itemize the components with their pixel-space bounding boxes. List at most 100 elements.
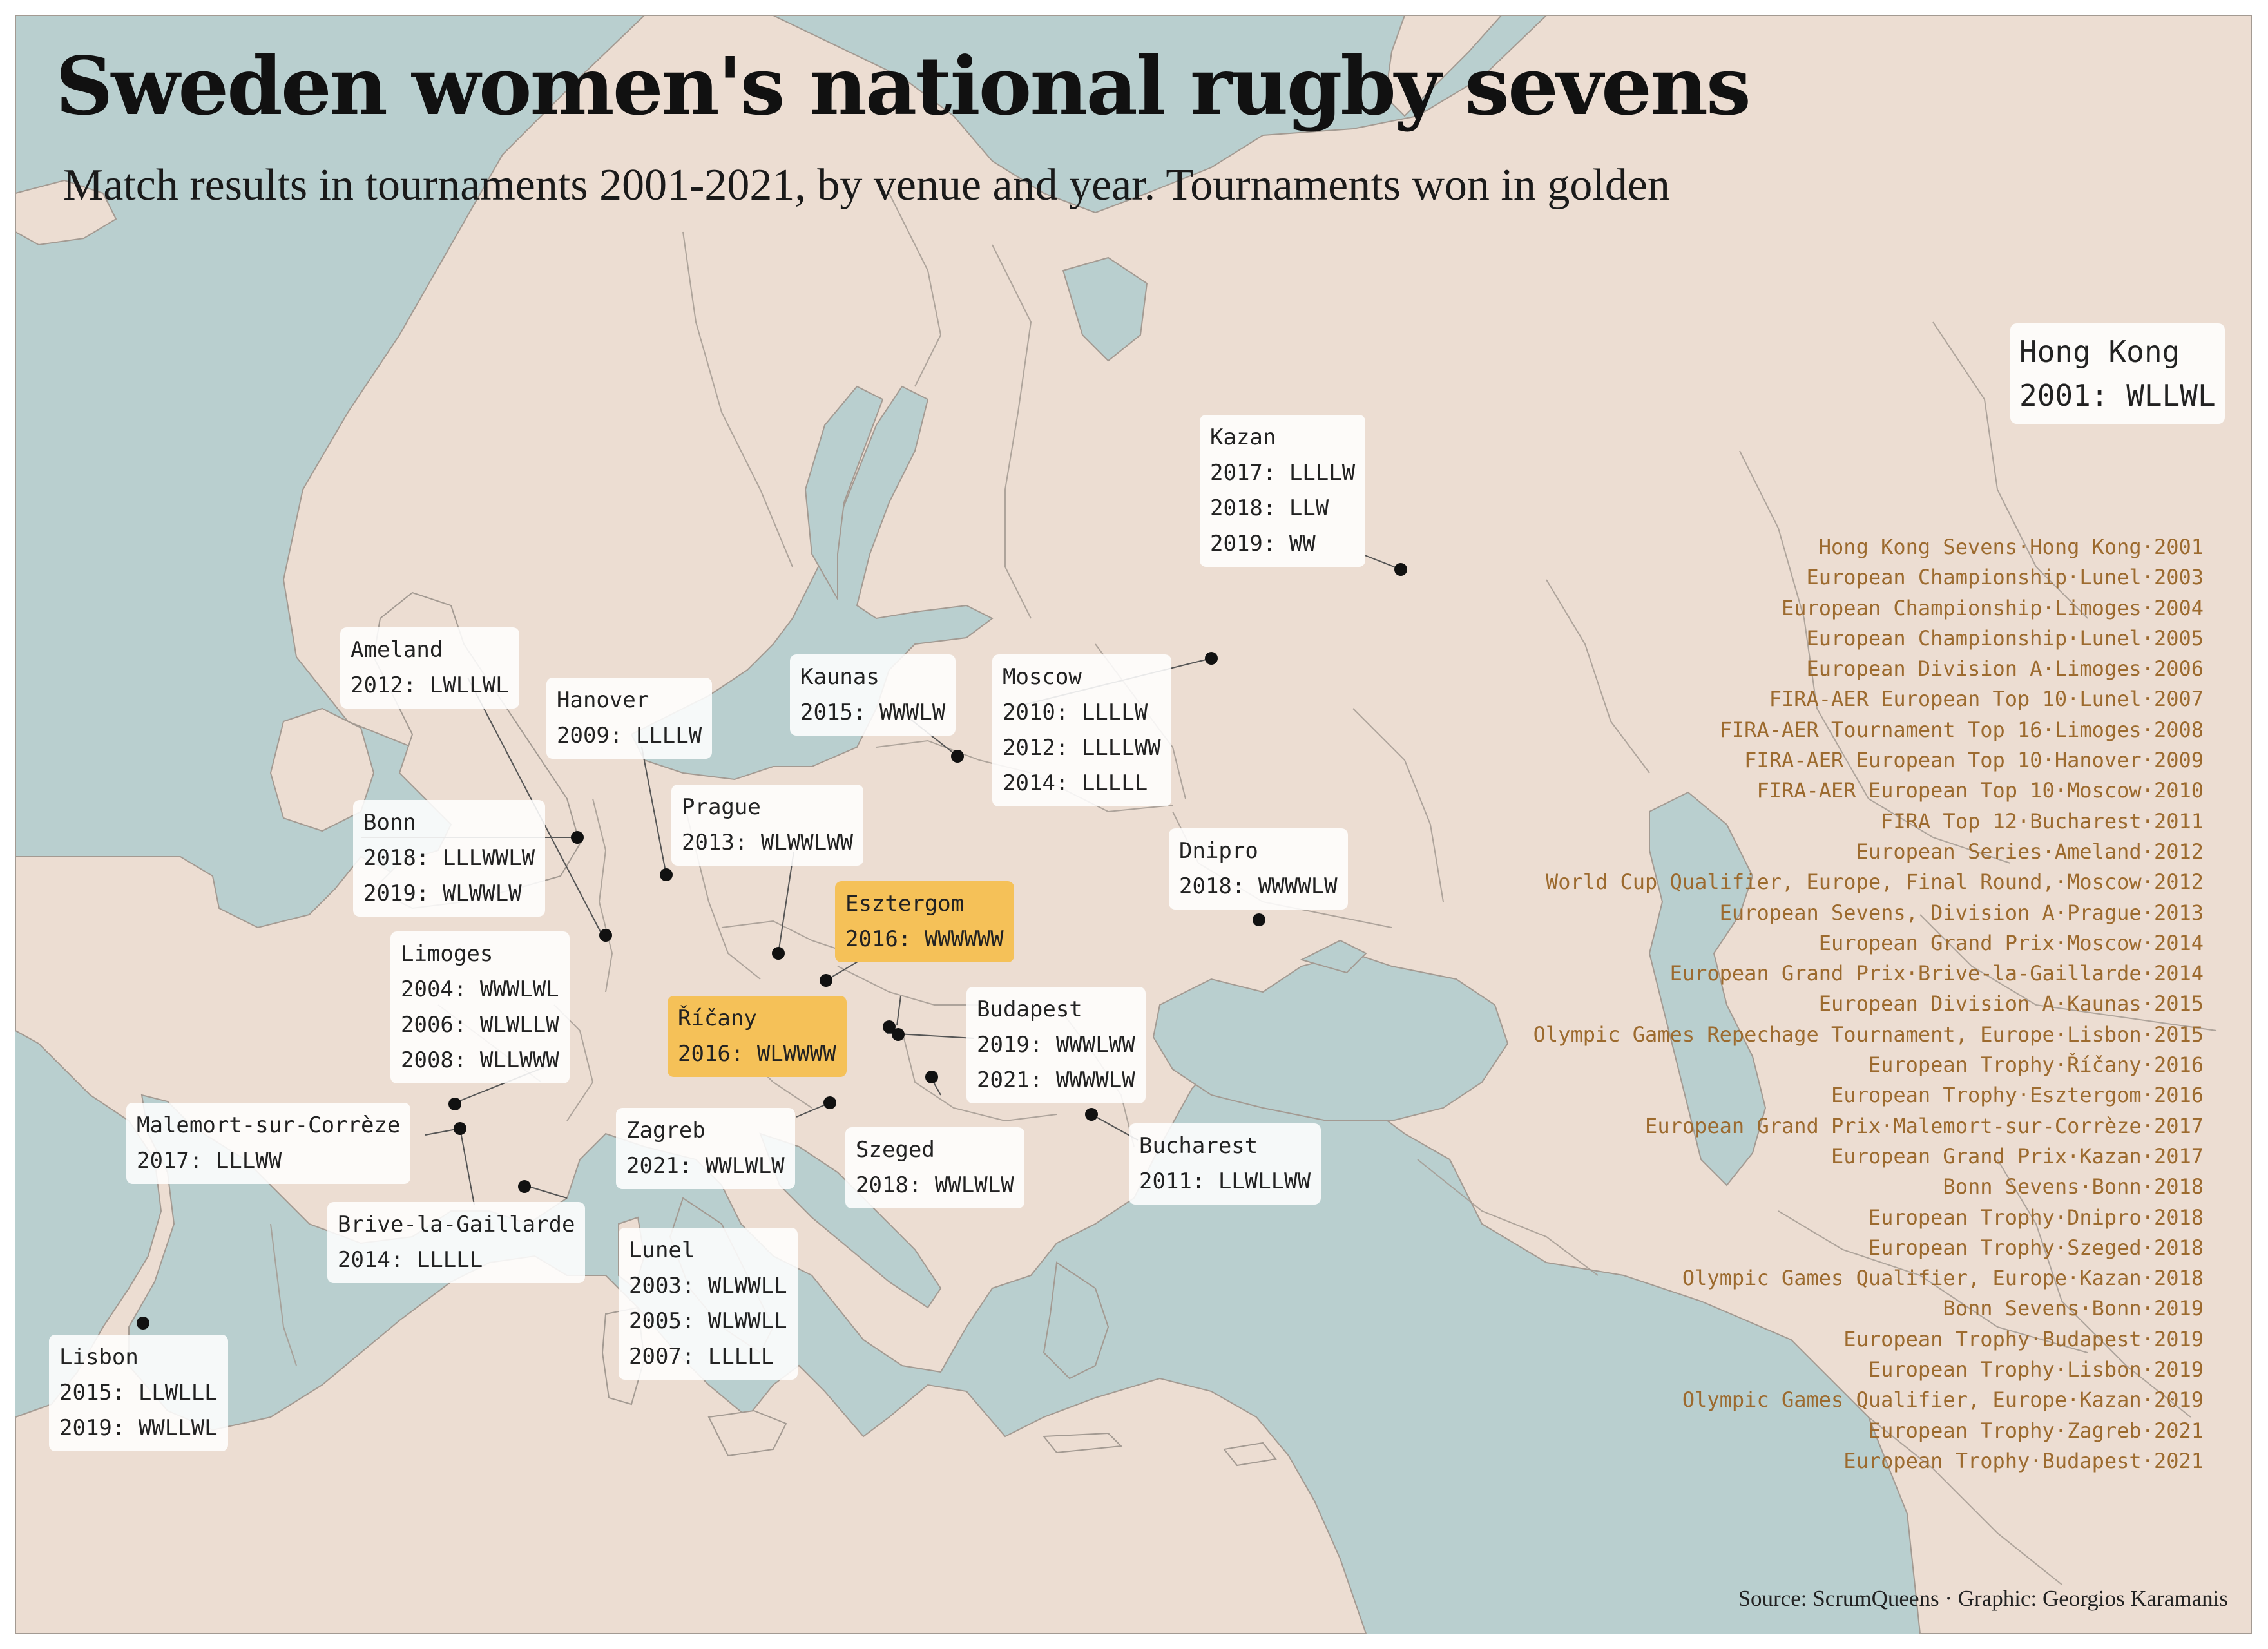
venue-label-limoges: Limoges 2004: WWWLWL 2006: WLWLLW 2008: WLL… [390,931,570,1083]
venue-label-esztergom: Esztergom 2016: WWWWWW [835,881,1014,962]
tournament-item: Bonn Sevens·Bonn·2018 [1943,1174,2204,1199]
point-ameland [571,831,584,844]
venue-name: Říčany [678,1006,757,1031]
point-dnipro [1253,913,1265,926]
venue-result: 2004: WWWLWL [401,977,559,1002]
venue-result: 2001: WLLWL [2019,378,2216,413]
tournament-item: FIRA Top 12·Bucharest·2011 [1881,808,2204,834]
venue-label-moscow: Moscow 2010: LLLLW 2012: LLLLWW 2014: LLLLL [992,654,1171,806]
venue-name: Bucharest [1139,1133,1258,1159]
tournament-item: European Trophy·Zagreb·2021 [1868,1418,2204,1443]
venue-name: Hanover [557,687,649,713]
venue-label-kaunas: Kaunas 2015: WWWLW [790,654,956,736]
venue-name: Lunel [629,1237,695,1263]
venue-name: Malemort-sur-Corrèze [137,1112,401,1138]
tournament-item: European Division A·Kaunas·2015 [1818,991,2204,1016]
point-kazan [1394,563,1407,576]
venue-result: 2017: LLLWW [137,1148,282,1174]
tournament-item: Hong Kong Sevens·Hong Kong·2001 [1818,535,2204,559]
venue-result: 2021: WWWWLW [977,1067,1135,1093]
venue-result: 2018: WWWWLW [1179,873,1338,899]
tournament-item: European Grand Prix·Kazan·2017 [1831,1143,2204,1168]
venue-result: 2017: LLLLW [1210,460,1356,486]
page-title: Sweden women's national rugby sevens [55,40,1751,133]
venue-result: 2010: LLLLW [1003,700,1148,725]
venue-result: 2007: LLLLL [629,1344,774,1369]
point-bonn [599,929,612,942]
venue-result: 2019: WLWWLW [363,881,522,906]
venue-name: Esztergom [845,891,965,917]
tournament-item: European Sevens, Division A·Prague·2013 [1719,900,2204,925]
tournament-list: Hong Kong Sevens·Hong Kong·2001 European … [1533,532,2204,1476]
venue-label-lisbon: Lisbon 2015: LLWLLL 2019: WWLLWL [49,1335,228,1451]
venue-result: 2013: WLWWLWW [682,830,854,855]
point-kaunas [951,750,964,763]
venue-result: 2021: WWLWLW [626,1153,785,1179]
point-moscow [1205,652,1218,665]
tournament-item: European Trophy·Budapest·2019 [1843,1326,2204,1351]
venue-result: 2019: WWLLWL [59,1415,218,1441]
venue-result: 2012: LLLLWW [1003,735,1161,761]
tournament-item: European Championship·Limoges·2004 [1781,595,2204,620]
tournament-item: Olympic Games Qualifier, Europe·Kazan·20… [1682,1387,2204,1413]
venue-label-zagreb: Zagreb 2021: WWLWLW [616,1108,795,1189]
venue-result: 2015: LLWLLL [59,1380,218,1406]
venue-result: 2008: WLLWWW [401,1047,559,1073]
tournament-item: FIRA-AER European Top 10·Lunel·2007 [1769,687,2204,712]
tournament-item: FIRA-AER European Top 10·Hanover·2009 [1744,748,2204,773]
venue-name: Szeged [856,1137,935,1163]
venue-label-hanover: Hanover 2009: LLLLW [546,678,713,759]
venue-result: 2015: WWWLW [800,700,946,725]
venue-label-ameland: Ameland 2012: LWLLWL [340,627,519,709]
point-szeged [925,1071,938,1083]
venue-name: Budapest [977,996,1082,1022]
tournament-item: European Trophy·Říčany·2016 [1868,1053,2204,1078]
venue-label-hongkong: Hong Kong 2001: WLLWL [2010,323,2225,424]
venue-name: Hong Kong [2019,334,2180,369]
tournament-item: Olympic Games Repechage Tournament, Euro… [1533,1022,2204,1047]
venue-name: Kazan [1210,424,1276,450]
point-budapest [892,1028,905,1041]
point-malemort [454,1122,466,1135]
venue-label-brive: Brive-la-Gaillarde 2014: LLLLL [327,1202,586,1283]
venue-name: Limoges [401,941,494,967]
point-prague [772,947,785,960]
venue-result: 2019: WWWLWW [977,1032,1135,1058]
tournament-item: European Grand Prix·Moscow·2014 [1818,930,2204,955]
venue-label-budapest: Budapest 2019: WWWLWW 2021: WWWWLW [966,987,1146,1103]
venue-label-szeged: Szeged 2018: WWLWLW [845,1127,1024,1208]
tournament-item: Bonn Sevens·Bonn·2019 [1943,1296,2204,1321]
tournament-item: European Grand Prix·Brive-la-Gaillarde·2… [1669,961,2204,986]
venue-name: Lisbon [59,1344,139,1370]
venue-result: 2003: WLWWLL [629,1273,787,1299]
venue-points [137,563,1407,1330]
venue-result: 2019: WW [1210,531,1316,557]
venue-result: 2009: LLLLW [557,723,702,748]
venue-result: 2014: LLLLL [338,1247,483,1273]
venue-label-bonn: Bonn 2018: LLLWWLW 2019: WLWWLW [353,800,546,917]
source-credit: Source: ScrumQueens · Graphic: Georgios … [1738,1586,2228,1611]
tournament-item: European Championship·Lunel·2005 [1806,625,2204,651]
tournament-item: European Series·Ameland·2012 [1856,839,2204,864]
venue-name: Moscow [1003,664,1082,690]
tournament-item: European Trophy·Esztergom·2016 [1831,1083,2204,1108]
venue-label-bucharest: Bucharest 2011: LLWLLWW [1129,1123,1321,1205]
venue-label-prague: Prague 2013: WLWWLWW [671,785,864,866]
page-subtitle: Match results in tournaments 2001-2021, … [63,160,1670,210]
venue-name: Prague [682,794,761,820]
tournament-item: European Division A·Limoges·2006 [1806,656,2204,682]
venue-result: 2018: LLLWWLW [363,845,535,871]
venue-result: 2012: LWLLWL [351,672,509,698]
tournament-item: European Trophy·Szeged·2018 [1868,1235,2204,1260]
tournament-item: World Cup Qualifier, Europe, Final Round… [1545,870,2204,895]
point-esztergom [883,1020,896,1033]
tournament-item: FIRA-AER Tournament Top 16·Limoges·2008 [1719,717,2204,742]
tournament-item: European Trophy·Lisbon·2019 [1868,1357,2204,1382]
venue-result: 2006: WLWLLW [401,1012,559,1038]
inland-seas [15,15,1767,1380]
tournament-item: European Grand Prix·Malemort-sur-Corrèze… [1645,1113,2204,1138]
venue-name: Bonn [363,810,416,835]
venue-name: Brive-la-Gaillarde [338,1212,575,1237]
venue-label-dnipro: Dnipro 2018: WWWWLW [1169,828,1348,910]
point-hanover [660,868,673,881]
